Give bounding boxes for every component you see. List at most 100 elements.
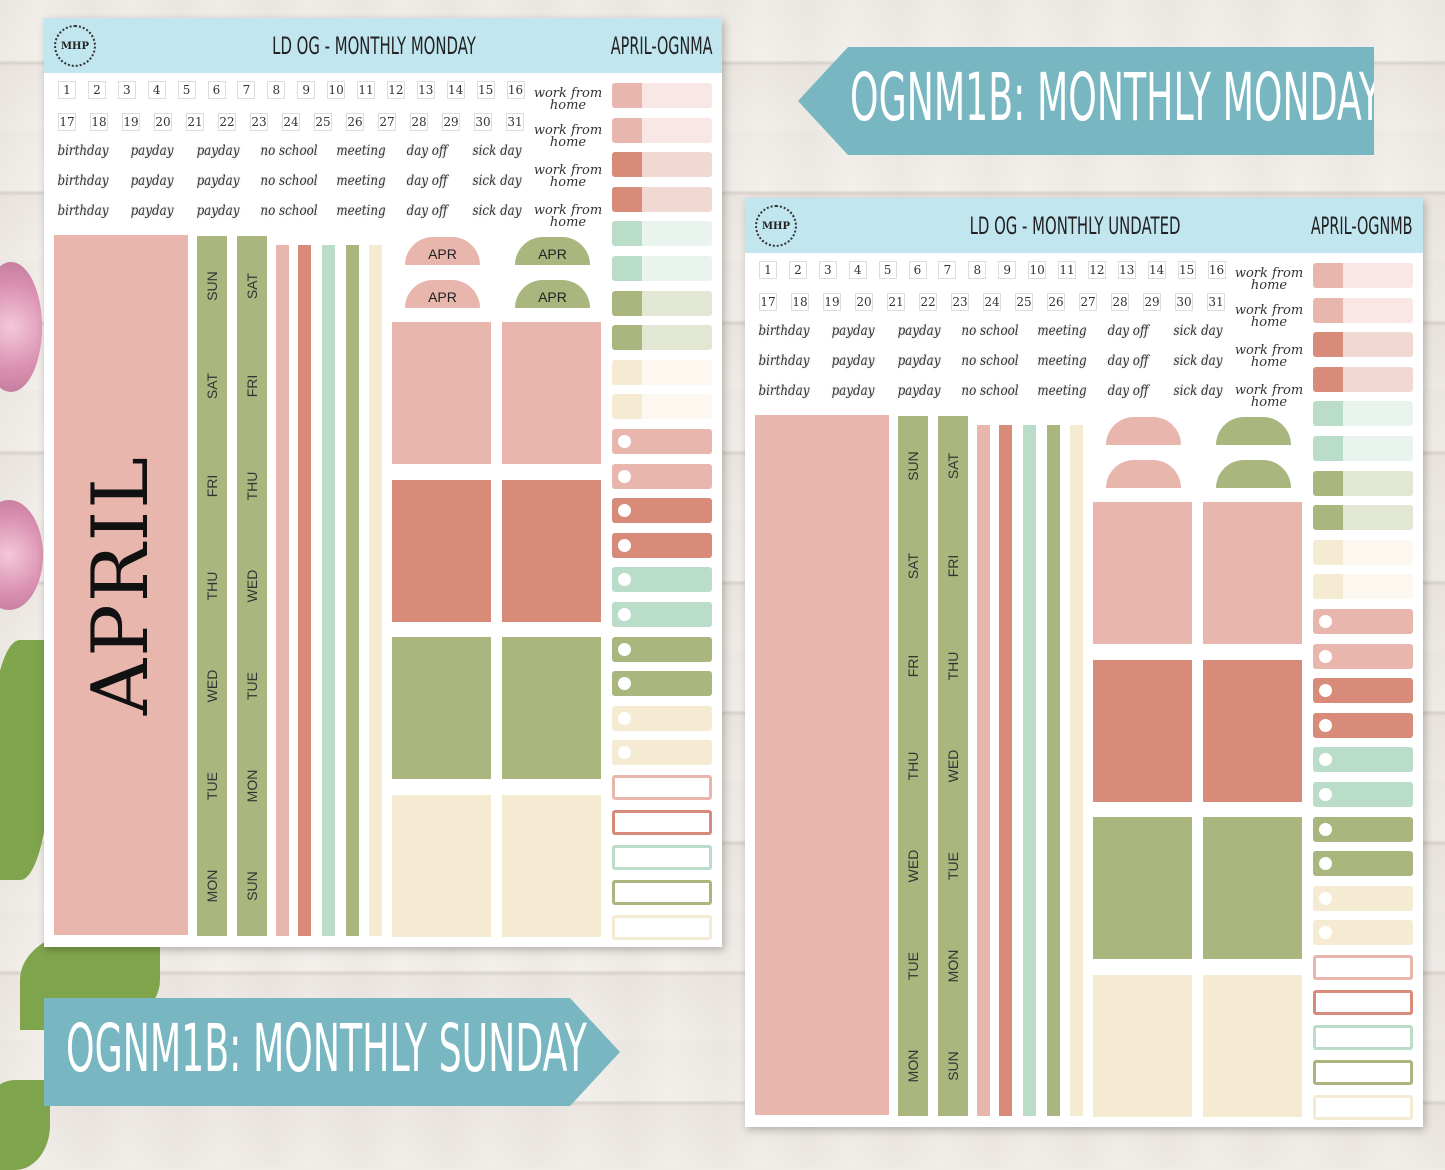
- color-box: [502, 794, 601, 937]
- word-sticker: meeting: [336, 203, 386, 219]
- date-sticker: 2: [788, 261, 807, 279]
- month-semicircle: [1216, 417, 1291, 445]
- date-sticker: 23: [951, 293, 969, 311]
- word-sticker: day off: [406, 203, 448, 219]
- dot-icon: [618, 435, 631, 448]
- outline-box-sticker: [612, 810, 712, 835]
- tab-sticker: [612, 394, 712, 420]
- outline-box-sticker: [1313, 1025, 1413, 1050]
- word-sticker: payday: [130, 143, 174, 159]
- date-sticker: 5: [177, 81, 196, 99]
- word-sticker: payday: [130, 203, 174, 219]
- date-sticker: 10: [1028, 261, 1047, 279]
- tab-sticker: [1313, 470, 1413, 496]
- outline-box-sticker: [1313, 990, 1413, 1015]
- date-sticker: 1: [58, 81, 76, 99]
- color-stripe: [276, 245, 289, 936]
- leaf-decoration: [0, 640, 50, 880]
- date-sticker: 1: [759, 261, 777, 279]
- color-stripe: [322, 245, 335, 936]
- date-sticker: 27: [1079, 293, 1097, 311]
- word-sticker: meeting: [1037, 353, 1087, 369]
- dot-tab-sticker: [1313, 643, 1413, 669]
- word-sticker: payday: [897, 353, 941, 369]
- sticker-sheet-monday: MHP LD OG - MONTHLY MONDAY APRIL-OGNMA 1 2 3 4…: [44, 18, 722, 947]
- sheet-header: MHP LD OG - MONTHLY UNDATED APRIL-OGNMB: [745, 198, 1423, 253]
- date-sticker: 16: [1207, 261, 1226, 279]
- dot-tab-sticker: [612, 532, 712, 558]
- color-box: [502, 479, 601, 622]
- weekday-strip: SAT FRI THU WED TUE MON SUN: [237, 236, 267, 936]
- tab-sticker: [612, 117, 712, 143]
- weekday-label: TUE: [244, 672, 260, 700]
- tab-sticker: [612, 325, 712, 351]
- date-sticker: 5: [878, 261, 897, 279]
- color-box: [1203, 817, 1302, 959]
- word-sticker: meeting: [336, 173, 386, 189]
- word-sticker: payday: [831, 383, 875, 399]
- date-sticker: 19: [122, 113, 140, 131]
- tab-sticker: [612, 359, 712, 385]
- date-sticker: 18: [791, 293, 809, 311]
- date-sticker: 29: [442, 113, 460, 131]
- tab-sticker: [1313, 297, 1413, 323]
- sheet-code: APRIL-OGNMA: [610, 32, 712, 60]
- word-sticker: day off: [1107, 383, 1149, 399]
- weekday-label: SAT: [244, 272, 260, 300]
- tab-sticker: [1313, 401, 1413, 427]
- word-sticker: meeting: [336, 143, 386, 159]
- dot-tab-sticker: [612, 429, 712, 454]
- date-sticker: 19: [823, 293, 841, 311]
- tab-sticker: [612, 256, 712, 281]
- color-box: [1093, 974, 1192, 1117]
- dot-icon: [1319, 684, 1332, 698]
- work-from-home-sticker: work from home: [1234, 343, 1304, 370]
- dot-icon: [1319, 718, 1332, 732]
- banner-monthly-monday: OGNM1B: MONTHLY MONDAY: [798, 47, 1374, 155]
- weekday-label: WED: [945, 749, 961, 783]
- dot-icon: [1319, 822, 1332, 836]
- weekday-label: WED: [244, 569, 260, 603]
- weekday-label: MON: [244, 769, 260, 803]
- weekday-label: TUE: [945, 852, 961, 880]
- word-sticker: birthday: [57, 143, 109, 159]
- weekday-label: THU: [905, 751, 921, 781]
- dot-icon: [618, 711, 631, 725]
- date-sticker: 12: [1087, 261, 1106, 279]
- dot-icon: [618, 608, 631, 621]
- word-sticker: sick day: [472, 203, 522, 219]
- work-from-home-sticker: work from home: [533, 86, 603, 113]
- month-semicircle: [1106, 417, 1181, 445]
- word-sticker: meeting: [1037, 383, 1087, 399]
- dot-tab-sticker: [612, 636, 712, 662]
- color-box: [1203, 502, 1302, 644]
- word-sticker: payday: [831, 353, 875, 369]
- dot-icon: [1319, 857, 1332, 871]
- dot-tab-sticker: [612, 740, 712, 766]
- dot-tab-sticker: [1313, 816, 1413, 842]
- weekday-label: TUE: [204, 772, 220, 800]
- dot-icon: [618, 469, 631, 483]
- word-sticker: no school: [961, 353, 1019, 369]
- date-sticker: 9: [297, 81, 316, 99]
- weekday-label: SUN: [204, 271, 220, 301]
- dot-tab-sticker: [1313, 920, 1413, 946]
- word-sticker: sick day: [472, 173, 522, 189]
- dot-icon: [618, 504, 631, 518]
- weekday-label: THU: [204, 571, 220, 601]
- dot-icon: [1319, 788, 1332, 801]
- date-sticker: 3: [818, 261, 837, 279]
- month-semicircle: APR: [405, 237, 480, 265]
- date-sticker: 24: [282, 113, 300, 131]
- weekday-label: MON: [204, 869, 220, 903]
- sheet-header: MHP LD OG - MONTHLY MONDAY APRIL-OGNMA: [44, 18, 722, 73]
- date-sticker: 26: [346, 113, 364, 131]
- word-sticker: day off: [406, 143, 448, 159]
- date-sticker: 7: [938, 261, 957, 279]
- date-sticker: 28: [410, 113, 428, 131]
- weekday-label: THU: [945, 651, 961, 681]
- word-sticker: payday: [196, 203, 240, 219]
- dot-tab-sticker: [1313, 747, 1413, 773]
- dot-icon: [618, 538, 631, 552]
- weekday-strip: SUN SAT FRI THU WED TUE MON: [898, 416, 928, 1116]
